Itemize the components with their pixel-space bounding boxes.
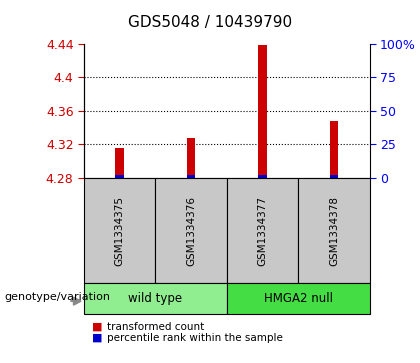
- Text: GSM1334378: GSM1334378: [329, 196, 339, 265]
- Text: GDS5048 / 10439790: GDS5048 / 10439790: [128, 15, 292, 29]
- Bar: [258, 45, 267, 178]
- Bar: [330, 175, 338, 178]
- Text: ■: ■: [92, 333, 103, 343]
- Text: percentile rank within the sample: percentile rank within the sample: [107, 333, 283, 343]
- Bar: [187, 138, 195, 178]
- Bar: [330, 121, 338, 178]
- Text: transformed count: transformed count: [107, 322, 205, 332]
- Bar: [116, 175, 124, 178]
- Text: ■: ■: [92, 322, 103, 332]
- Bar: [116, 148, 124, 178]
- Text: GSM1334377: GSM1334377: [257, 196, 268, 265]
- Text: GSM1334375: GSM1334375: [115, 196, 125, 265]
- Text: HMGA2 null: HMGA2 null: [264, 292, 333, 305]
- Text: genotype/variation: genotype/variation: [4, 292, 110, 302]
- Bar: [258, 175, 267, 178]
- Bar: [187, 175, 195, 178]
- Text: wild type: wild type: [129, 292, 182, 305]
- Text: GSM1334376: GSM1334376: [186, 196, 196, 265]
